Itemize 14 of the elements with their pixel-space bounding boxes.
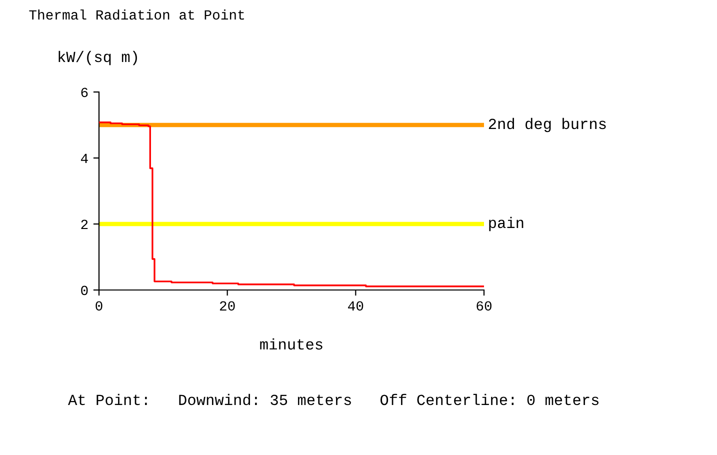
chart-title: Thermal Radiation at Point: [29, 9, 244, 20]
y-tick-label: 4: [80, 154, 88, 164]
x-tick-label: 40: [348, 301, 364, 311]
y-axis-title: kW/(sq m): [58, 50, 137, 66]
ref-line-label: 2nd deg burns: [488, 118, 606, 132]
x-axis-title: minutes: [260, 338, 322, 350]
x-tick-label: 60: [476, 301, 492, 311]
ref-line-label: pain: [489, 216, 524, 232]
y-tick-label: 6: [81, 88, 88, 98]
text: At Point: Downwind: 35 meters Off Centerline: 0 meters: [68, 394, 598, 406]
x-tick-label: 20: [220, 301, 235, 311]
y-tick-label: 2: [81, 220, 88, 230]
y-tick-label: 0: [81, 286, 88, 296]
x-tick-label: 0: [96, 301, 102, 311]
